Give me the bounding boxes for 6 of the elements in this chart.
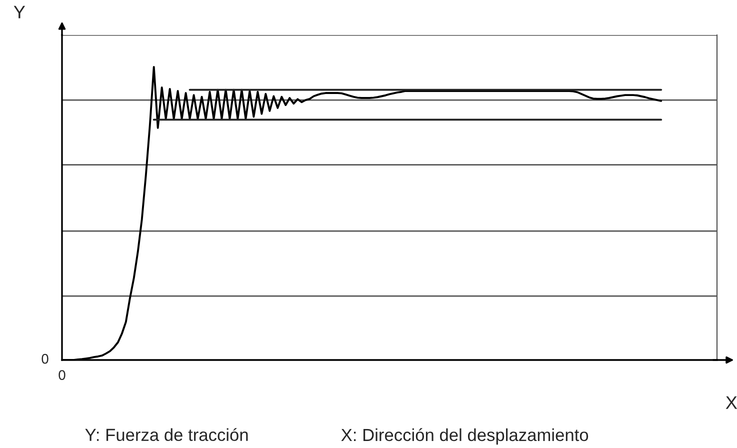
text: 0 xyxy=(58,370,66,380)
text: Y: Fuerza de tracción xyxy=(85,428,248,442)
x-axis-title: X xyxy=(726,396,737,409)
y-axis-title: Y xyxy=(14,6,26,18)
text: 0 xyxy=(42,354,48,364)
text: X: Dirección del desplazamiento xyxy=(341,428,588,445)
